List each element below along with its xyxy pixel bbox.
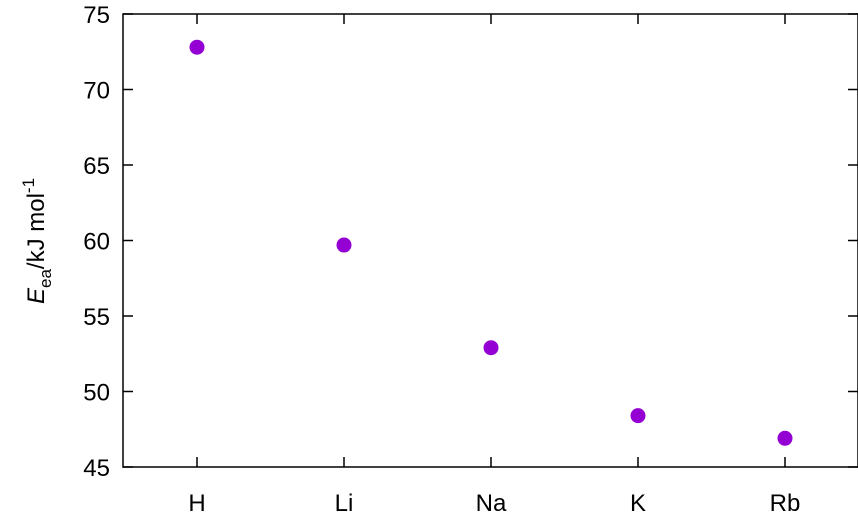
y-axis-label-superscript: -1: [19, 178, 38, 193]
y-tick-label: 75: [83, 2, 110, 29]
x-tick-label-li: Li: [335, 490, 354, 517]
data-point-rb: [777, 430, 793, 446]
y-axis-label-subscript: ea: [36, 269, 55, 288]
y-axis: 45 50 55 60 65 70 75: [83, 2, 858, 482]
y-tick-label: 50: [83, 380, 110, 407]
data-point-k: [630, 408, 646, 424]
x-tick-label-rb: Rb: [770, 490, 801, 517]
x-tick-label-na: Na: [476, 490, 507, 517]
y-tick-label: 45: [83, 455, 110, 482]
y-tick-label: 60: [83, 229, 110, 256]
y-axis-label: Eea/kJ mol-1: [19, 178, 55, 304]
x-tick-label-h: H: [188, 490, 205, 517]
data-point-li: [336, 237, 352, 253]
x-tick-label-k: K: [630, 490, 646, 517]
data-point-h: [189, 39, 205, 55]
x-axis: H Li Na K Rb: [188, 14, 800, 517]
data-points: [189, 39, 793, 446]
y-axis-label-main: E: [23, 287, 50, 304]
y-tick-label: 70: [83, 78, 110, 105]
y-tick-label: 65: [83, 153, 110, 180]
data-point-na: [483, 340, 499, 356]
y-axis-label-unit: /kJ mol: [23, 193, 50, 269]
plot-frame: [122, 13, 858, 468]
y-tick-label: 55: [83, 304, 110, 331]
